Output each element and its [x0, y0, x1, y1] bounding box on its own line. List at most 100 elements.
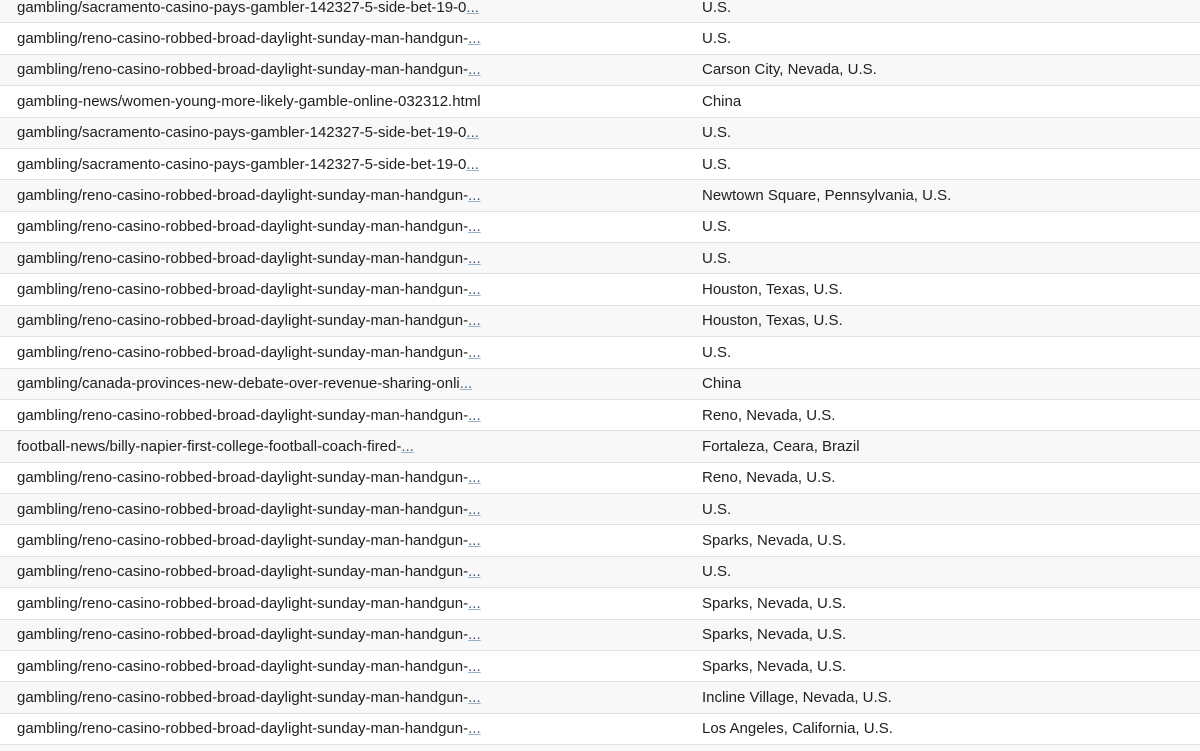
truncation-ellipsis-link[interactable]: ... [468, 249, 481, 267]
location-cell: China [702, 92, 742, 110]
path-text: gambling/reno-casino-robbed-broad-daylig… [17, 626, 469, 644]
path-text: gambling/reno-casino-robbed-broad-daylig… [17, 281, 469, 299]
truncation-ellipsis-link[interactable]: ... [468, 657, 481, 675]
path-text: gambling/reno-casino-robbed-broad-daylig… [17, 30, 469, 48]
truncation-ellipsis-link[interactable]: ... [468, 688, 481, 706]
table-row[interactable]: gambling/reno-casino-robbed-broad-daylig… [0, 619, 1200, 651]
location-cell: U.S. [702, 0, 732, 16]
path-text: gambling/reno-casino-robbed-broad-daylig… [17, 594, 469, 612]
table-row[interactable]: gambling/sacramento-casino-pays-gambler-… [0, 0, 1200, 24]
location-cell: U.S. [702, 124, 732, 142]
location-cell: U.S. [702, 343, 732, 361]
path-text: gambling/reno-casino-robbed-broad-daylig… [17, 469, 469, 487]
table-row[interactable]: gambling/reno-casino-robbed-broad-daylig… [0, 650, 1200, 683]
location-cell: Reno, Nevada, U.S. [702, 469, 836, 487]
table-row[interactable]: gambling/reno-casino-robbed-broad-daylig… [0, 211, 1200, 243]
path-cell: football-news/billy-napier-first-college… [0, 438, 685, 455]
location-cell: Sparks, Nevada, U.S. [702, 626, 847, 644]
truncation-ellipsis-link[interactable]: ... [468, 720, 481, 738]
path-text: gambling/reno-casino-robbed-broad-daylig… [17, 343, 469, 361]
path-text: gambling/reno-casino-robbed-broad-daylig… [17, 406, 469, 424]
path-cell: gambling/sacramento-casino-pays-gambler-… [0, 156, 685, 173]
table-row[interactable]: gambling/sacramento-casino-pays-gambler-… [0, 117, 1200, 149]
table-row[interactable]: gambling/reno-casino-robbed-broad-daylig… [0, 274, 1200, 306]
location-cell: U.S. [702, 249, 732, 267]
location-cell: U.S. [702, 218, 732, 236]
path-text: gambling/canada-provinces-new-debate-ove… [17, 375, 460, 393]
path-cell: gambling/reno-casino-robbed-broad-daylig… [0, 469, 685, 486]
location-cell: Newtown Square, Pennsylvania, U.S. [702, 186, 952, 204]
truncation-ellipsis-link[interactable]: ... [468, 626, 481, 644]
path-cell: gambling/canada-provinces-new-debate-ove… [0, 375, 685, 392]
location-cell: Carson City, Nevada, U.S. [702, 61, 877, 79]
table-row[interactable]: gambling/sacramento-casino-pays-gambler-… [0, 148, 1200, 181]
truncation-ellipsis-link[interactable]: ... [468, 343, 481, 361]
path-cell: gambling/reno-casino-robbed-broad-daylig… [0, 30, 685, 47]
table-row[interactable]: gambling/reno-casino-robbed-broad-daylig… [0, 462, 1200, 494]
table-row[interactable]: gambling/reno-casino-robbed-broad-daylig… [0, 305, 1200, 338]
path-text: gambling/reno-casino-robbed-broad-daylig… [17, 720, 469, 738]
truncation-ellipsis-link[interactable]: ... [401, 437, 414, 455]
truncation-ellipsis-link[interactable]: ... [468, 30, 481, 48]
table-row[interactable]: gambling/reno-casino-robbed-broad-daylig… [0, 588, 1200, 620]
path-cell: gambling/reno-casino-robbed-broad-daylig… [0, 501, 685, 518]
table-row[interactable]: gambling/reno-casino-robbed-broad-daylig… [0, 494, 1200, 526]
path-cell: gambling/reno-casino-robbed-broad-daylig… [0, 281, 685, 298]
table-row[interactable]: gambling/reno-casino-robbed-broad-daylig… [0, 180, 1200, 212]
truncation-ellipsis-link[interactable]: ... [468, 281, 481, 299]
table-row[interactable]: football-news/billy-napier-first-college… [0, 431, 1200, 463]
table-row[interactable]: gambling/reno-casino-robbed-broad-daylig… [0, 682, 1200, 714]
truncation-ellipsis-link[interactable]: ... [459, 375, 473, 393]
truncation-ellipsis-link[interactable]: ... [468, 406, 481, 424]
path-text: gambling/reno-casino-robbed-broad-daylig… [17, 532, 469, 550]
truncation-ellipsis-link[interactable]: ... [468, 469, 481, 487]
location-cell: Houston, Texas, U.S. [702, 312, 843, 330]
path-text: gambling/reno-casino-robbed-broad-daylig… [17, 312, 469, 330]
path-text: gambling/reno-casino-robbed-broad-daylig… [17, 186, 469, 204]
truncation-ellipsis-link[interactable]: ... [468, 594, 481, 612]
location-cell: Incline Village, Nevada, U.S. [702, 688, 892, 706]
location-cell: Los Angeles, California, U.S. [702, 720, 893, 738]
truncation-ellipsis-link[interactable]: ... [468, 532, 481, 550]
path-cell: gambling/sacramento-casino-pays-gambler-… [0, 124, 685, 141]
path-cell: gambling/reno-casino-robbed-broad-daylig… [0, 532, 685, 549]
location-cell: Houston, Texas, U.S. [702, 281, 843, 299]
location-cell: Sparks, Nevada, U.S. [702, 594, 847, 612]
path-text: gambling/reno-casino-robbed-broad-daylig… [17, 249, 469, 267]
truncation-ellipsis-link[interactable]: ... [468, 312, 481, 330]
truncation-ellipsis-link[interactable]: ... [468, 500, 481, 518]
truncation-ellipsis-link[interactable]: ... [466, 155, 479, 173]
table-row[interactable]: gambling/reno-casino-robbed-broad-daylig… [0, 337, 1200, 369]
path-cell: gambling/reno-casino-robbed-broad-daylig… [0, 626, 685, 643]
path-text: gambling/sacramento-casino-pays-gambler-… [17, 124, 467, 142]
table-row[interactable]: gambling/reno-casino-robbed-broad-daylig… [0, 54, 1200, 87]
table-row[interactable]: gambling/reno-casino-robbed-broad-daylig… [0, 399, 1200, 432]
path-cell: gambling/reno-casino-robbed-broad-daylig… [0, 658, 685, 675]
path-cell: gambling/reno-casino-robbed-broad-daylig… [0, 689, 685, 706]
table-row[interactable]: gambling-news/women-young-more-likely-ga… [0, 86, 1200, 118]
truncation-ellipsis-link[interactable]: ... [468, 563, 481, 581]
path-cell: gambling/reno-casino-robbed-broad-daylig… [0, 61, 685, 78]
location-cell: U.S. [702, 155, 732, 173]
path-text: gambling-news/women-young-more-likely-ga… [17, 92, 481, 110]
truncation-ellipsis-link[interactable]: ... [468, 218, 481, 236]
path-text: gambling/reno-casino-robbed-broad-daylig… [17, 218, 469, 236]
truncation-ellipsis-link[interactable]: ... [468, 186, 481, 204]
truncation-ellipsis-link[interactable]: ... [466, 124, 479, 142]
table-row[interactable]: gambling/reno-casino-robbed-broad-daylig… [0, 243, 1200, 275]
path-text: football-news/billy-napier-first-college… [17, 437, 402, 455]
path-text: gambling/reno-casino-robbed-broad-daylig… [17, 657, 469, 675]
table-row[interactable]: gambling/reno-casino-robbed-broad-daylig… [0, 713, 1200, 745]
table-row[interactable]: gambling/reno-casino-robbed-broad-daylig… [0, 556, 1200, 589]
truncation-ellipsis-link[interactable]: ... [468, 61, 481, 79]
location-cell: U.S. [702, 30, 732, 48]
table-row[interactable]: gambling/canada-provinces-new-debate-ove… [0, 368, 1200, 400]
table-row[interactable]: gambling/reno-casino-robbed-broad-daylig… [0, 525, 1200, 557]
truncation-ellipsis-link[interactable]: ... [466, 0, 479, 16]
path-text: gambling/reno-casino-robbed-broad-daylig… [17, 61, 469, 79]
table-row[interactable]: gambling/reno-casino-robbed-broad-daylig… [0, 23, 1200, 55]
path-text: gambling/reno-casino-robbed-broad-daylig… [17, 688, 469, 706]
path-cell: gambling/reno-casino-robbed-broad-daylig… [0, 218, 685, 235]
